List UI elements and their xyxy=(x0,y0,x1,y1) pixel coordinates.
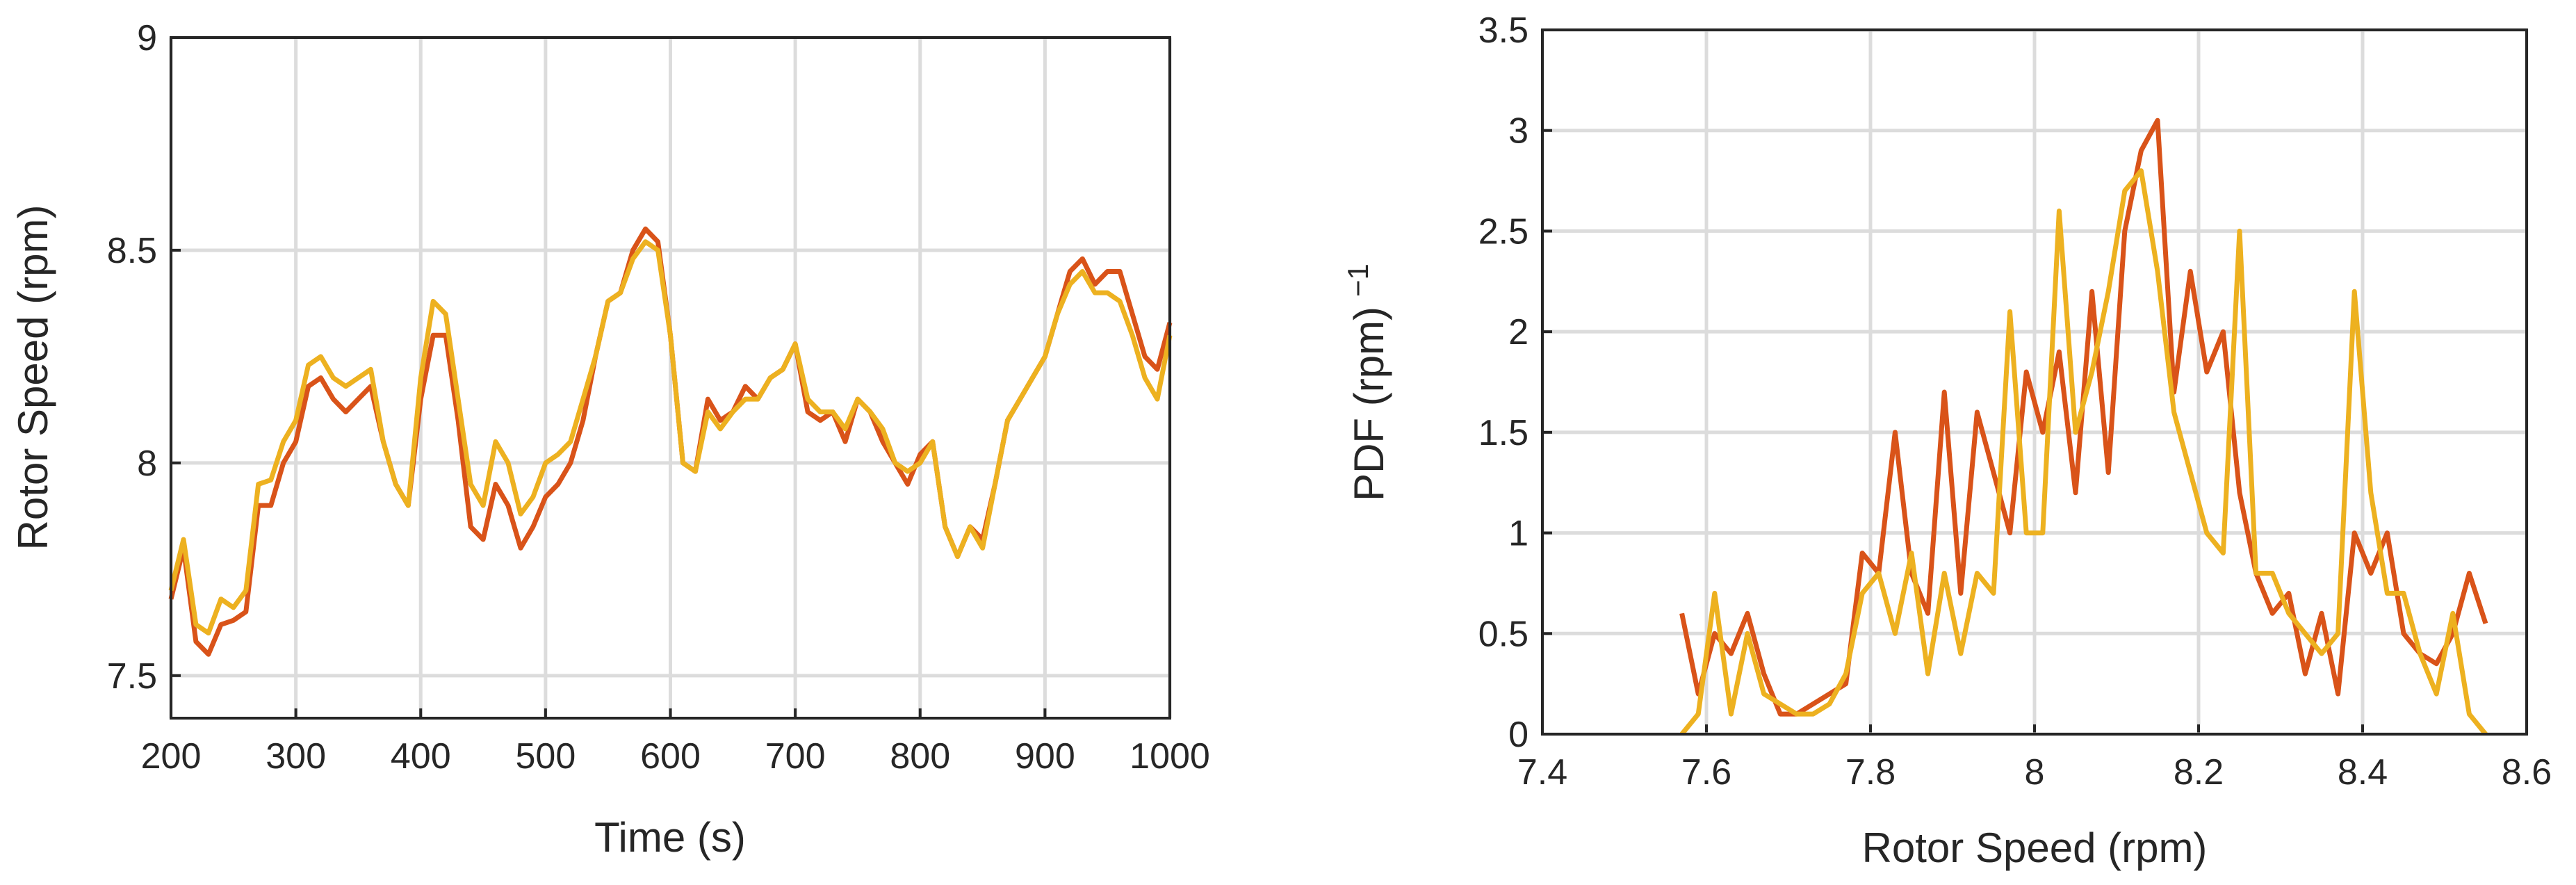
x-tick-label: 400 xyxy=(391,736,451,777)
x-tick-label: 8 xyxy=(2025,752,2045,793)
y-tick-label: 3 xyxy=(1508,111,1529,152)
x-tick-label: 7.8 xyxy=(1845,752,1896,793)
x-tick-label: 900 xyxy=(1015,736,1075,777)
x-tick-label: 800 xyxy=(890,736,950,777)
y-tick-label: 2.5 xyxy=(1478,211,1529,252)
data-line xyxy=(168,239,1173,636)
y-tick-label: 2 xyxy=(1508,312,1529,352)
x-tick-label: 7.4 xyxy=(1517,752,1567,793)
x-tick-label: 700 xyxy=(765,736,826,777)
x-tick-label: 600 xyxy=(640,736,701,777)
y-tick-label: 8 xyxy=(137,444,157,484)
y-tick-label: 0 xyxy=(1508,715,1529,755)
x-tick-label: 8.2 xyxy=(2174,752,2224,793)
x-tick-label: 7.6 xyxy=(1681,752,1731,793)
y-axis-label-text: PDF (rpm) xyxy=(1346,307,1392,501)
plot-frame xyxy=(170,36,1171,720)
y-axis-label-superscript: −1 xyxy=(1342,263,1374,297)
y-axis-label: Rotor Speed (rpm) xyxy=(10,205,56,551)
x-tick-label: 8.4 xyxy=(2338,752,2388,793)
y-tick-label: 3.5 xyxy=(1478,10,1529,51)
y-axis-label: PDF (rpm) −1 xyxy=(1342,263,1392,501)
data-line xyxy=(1679,168,2488,736)
data-line xyxy=(1679,117,2488,717)
x-axis-label: Time (s) xyxy=(594,814,746,861)
x-tick-label: 500 xyxy=(515,736,576,777)
y-tick-label: 9 xyxy=(137,18,157,58)
x-axis-label: Rotor Speed (rpm) xyxy=(1862,825,2208,871)
x-tick-label: 8.6 xyxy=(2502,752,2552,793)
y-tick-label: 1.5 xyxy=(1478,413,1529,453)
y-tick-label: 7.5 xyxy=(107,656,157,697)
y-tick-label: 8.5 xyxy=(107,231,157,271)
x-tick-label: 300 xyxy=(266,736,326,777)
x-tick-label: 1000 xyxy=(1130,736,1210,777)
plot-frame xyxy=(1541,29,2528,736)
x-tick-label: 200 xyxy=(141,736,202,777)
y-tick-label: 0.5 xyxy=(1478,614,1529,654)
y-tick-label: 1 xyxy=(1508,514,1529,554)
